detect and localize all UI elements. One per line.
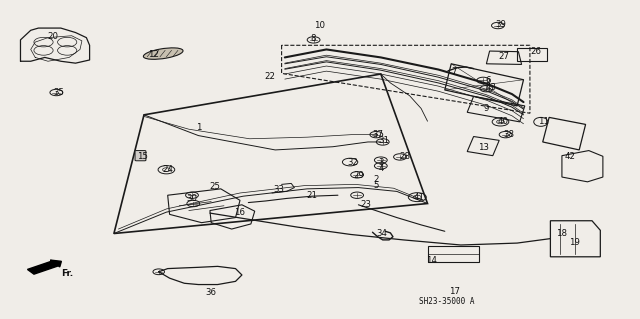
Text: 3: 3 (379, 158, 384, 167)
Text: 20: 20 (47, 32, 59, 41)
Text: 21: 21 (306, 191, 317, 200)
Text: Fr.: Fr. (61, 269, 74, 278)
Text: 18: 18 (556, 229, 567, 238)
Text: 7: 7 (452, 67, 457, 76)
Text: 2: 2 (374, 175, 379, 184)
Text: 28: 28 (399, 152, 411, 161)
Text: 26: 26 (531, 47, 542, 56)
Text: 24: 24 (162, 165, 173, 174)
Text: 13: 13 (477, 143, 489, 152)
Text: 12: 12 (148, 50, 159, 59)
Text: 8: 8 (311, 34, 316, 43)
Text: 31: 31 (378, 137, 390, 145)
Ellipse shape (143, 48, 183, 59)
Text: 43: 43 (486, 83, 497, 92)
Text: 17: 17 (449, 287, 460, 296)
Text: 9: 9 (484, 104, 489, 113)
Text: 35: 35 (53, 88, 65, 97)
Text: 1: 1 (196, 123, 201, 132)
Text: 16: 16 (234, 208, 246, 217)
Text: 39: 39 (495, 20, 506, 29)
Text: 27: 27 (499, 52, 510, 61)
Text: 29: 29 (353, 171, 364, 180)
Text: 6: 6 (485, 76, 490, 85)
Text: 5: 5 (374, 181, 379, 189)
Text: 37: 37 (372, 130, 383, 139)
Text: SH23-35000 A: SH23-35000 A (419, 297, 474, 306)
Text: 11: 11 (538, 117, 550, 126)
Text: 42: 42 (564, 152, 575, 161)
Text: 41: 41 (413, 193, 425, 202)
Text: 22: 22 (264, 72, 276, 81)
Text: 10: 10 (314, 21, 326, 30)
Text: 36: 36 (205, 288, 217, 297)
Text: 14: 14 (426, 256, 438, 265)
FancyBboxPatch shape (135, 151, 146, 161)
FancyArrow shape (28, 260, 61, 274)
Text: 30: 30 (186, 194, 198, 203)
Text: 32: 32 (348, 158, 359, 167)
Text: 15: 15 (136, 152, 148, 161)
Text: 40: 40 (497, 117, 509, 126)
Text: 38: 38 (503, 130, 515, 139)
Text: 4: 4 (379, 164, 384, 173)
Text: 23: 23 (360, 200, 372, 209)
Text: 33: 33 (273, 185, 284, 194)
Text: 19: 19 (569, 238, 579, 247)
Text: 34: 34 (376, 229, 388, 238)
Text: 25: 25 (209, 182, 221, 191)
